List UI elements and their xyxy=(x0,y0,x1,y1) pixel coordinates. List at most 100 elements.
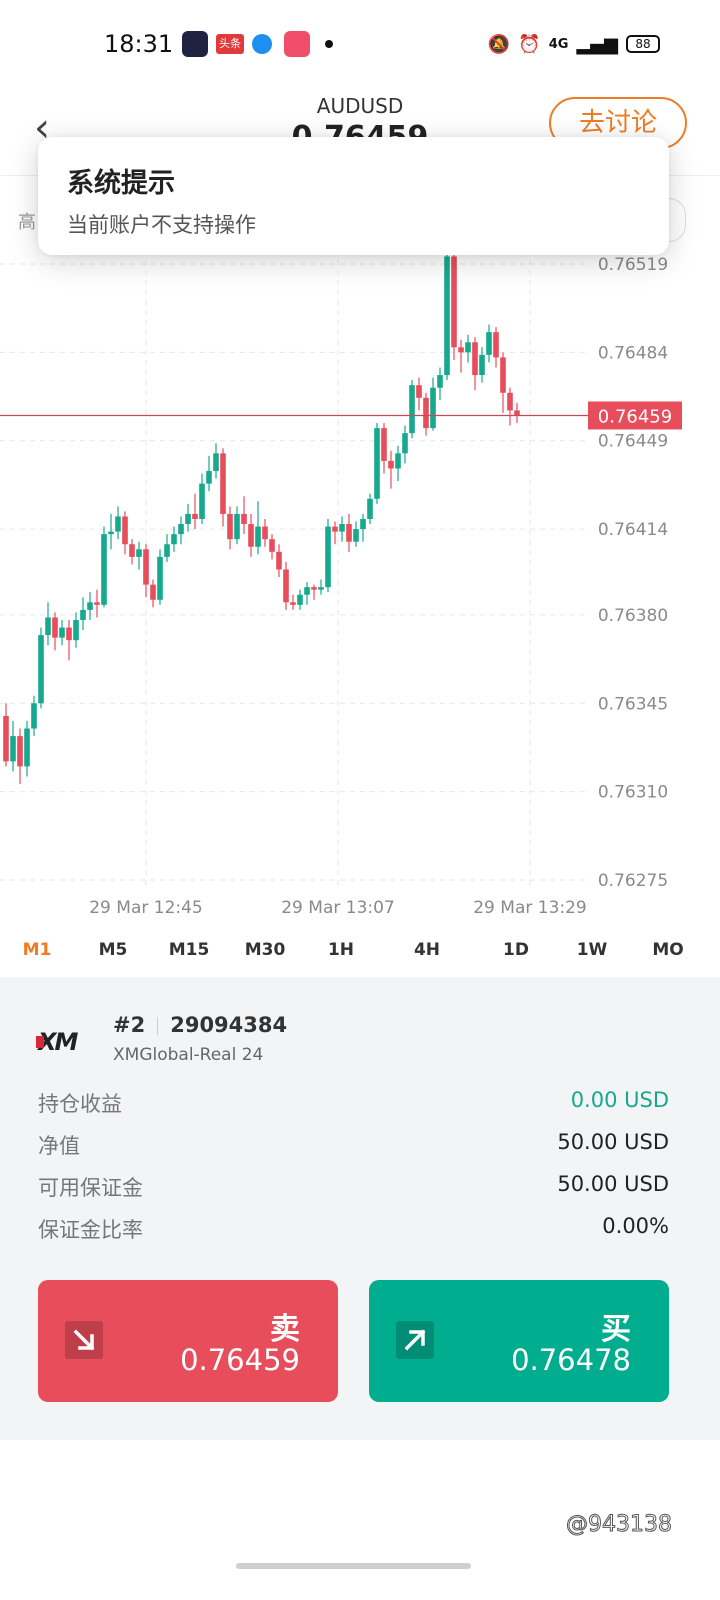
candle-body xyxy=(381,428,387,461)
candle-body xyxy=(220,453,226,514)
candle-body xyxy=(73,619,79,641)
chart-canvas[interactable]: 0.76459 0.76519 0.76484 0.76449 0.76414 0.76… xyxy=(0,240,720,930)
candle xyxy=(486,324,492,363)
candle-body xyxy=(388,460,394,469)
candle-body xyxy=(297,594,303,605)
candle xyxy=(129,539,135,565)
candle xyxy=(430,377,436,431)
candle xyxy=(437,367,443,401)
arrow-up-right-icon xyxy=(396,1321,434,1359)
buy-button[interactable]: 买 0.76478 xyxy=(369,1280,669,1402)
video-notification-icon xyxy=(284,31,310,57)
candle xyxy=(255,501,261,555)
stat-value: 0.00 USD xyxy=(570,1088,669,1112)
home-indicator[interactable] xyxy=(236,1563,471,1569)
candle xyxy=(136,541,142,570)
candle xyxy=(311,584,317,600)
candle-body xyxy=(87,602,93,610)
sell-button[interactable]: 卖 0.76459 xyxy=(38,1280,338,1402)
candle xyxy=(185,503,191,532)
candle xyxy=(150,579,156,608)
candle-body xyxy=(199,483,205,519)
timeframe-m5[interactable]: M5 xyxy=(98,940,128,960)
candle-body xyxy=(444,256,450,376)
candle-body xyxy=(514,410,520,416)
x-tick-label: 29 Mar 12:45 xyxy=(89,898,203,918)
timeframe-1h[interactable]: 1H xyxy=(327,940,355,960)
candle-body xyxy=(318,587,324,590)
y-tick-label: 0.76484 xyxy=(598,343,668,363)
sell-label: 卖 xyxy=(270,1312,300,1347)
timeframe-m15[interactable]: M15 xyxy=(168,940,210,960)
y-tick-label: 0.76310 xyxy=(598,783,668,803)
mute-icon: 🔕 xyxy=(487,33,511,55)
candle xyxy=(227,506,233,550)
timeframe-m1[interactable]: M1 xyxy=(22,940,52,960)
status-time: 18:31 xyxy=(104,30,174,58)
broker-logo: XM xyxy=(36,1028,94,1056)
candle xyxy=(192,493,198,530)
candle-body xyxy=(290,602,296,605)
candle-body xyxy=(402,433,408,454)
candle-body xyxy=(248,524,254,547)
stat-label: 保证金比率 xyxy=(38,1218,143,1242)
candle-body xyxy=(353,529,359,542)
candle-body xyxy=(332,526,338,532)
candle xyxy=(318,579,324,595)
x-tick-label: 29 Mar 13:29 xyxy=(473,898,587,918)
buy-price: 0.76478 xyxy=(511,1343,631,1377)
candle xyxy=(479,347,485,383)
current-price-tag xyxy=(588,401,682,430)
dialog-title: 系统提示 xyxy=(67,168,175,199)
system-alert-dialog[interactable]: 系统提示 当前账户不支持操作 xyxy=(38,137,669,255)
y-tick-label: 0.76519 xyxy=(598,255,668,275)
y-tick-label: 0.76345 xyxy=(598,694,668,714)
candle xyxy=(45,602,51,646)
timeframe-1w[interactable]: 1W xyxy=(576,940,608,960)
candle xyxy=(101,526,107,608)
candle-body xyxy=(423,397,429,429)
candle-body xyxy=(227,513,233,540)
arrow-down-right-icon xyxy=(65,1321,103,1359)
candle xyxy=(94,589,100,618)
candle xyxy=(220,448,226,527)
candlestick-chart[interactable]: 0.76459 0.76519 0.76484 0.76449 0.76414 0.76… xyxy=(0,240,720,930)
browser-notification-icon xyxy=(252,34,272,54)
candle xyxy=(143,544,149,598)
candle xyxy=(367,493,373,525)
candle xyxy=(374,423,380,504)
timeframe-mo[interactable]: MO xyxy=(652,940,684,960)
candle-body xyxy=(213,453,219,472)
candle xyxy=(3,703,9,767)
candle-body xyxy=(17,736,23,767)
candle xyxy=(213,443,219,479)
candle xyxy=(388,450,394,489)
candle-body xyxy=(38,635,44,704)
candle xyxy=(416,377,422,411)
toutiao-notification-icon: 头条 xyxy=(216,34,244,54)
y-tick-label: 0.76275 xyxy=(598,871,668,891)
candle-body xyxy=(66,627,72,641)
candle xyxy=(451,251,457,360)
candle-body xyxy=(255,526,261,547)
candle-body xyxy=(3,715,9,762)
candle xyxy=(164,534,170,562)
candle-body xyxy=(269,539,275,552)
candle-body xyxy=(262,526,268,540)
signal-icon: ▂▄▆ xyxy=(576,33,618,55)
timeframe-4h[interactable]: 4H xyxy=(413,940,441,960)
candle-body xyxy=(430,387,436,429)
stat-label: 净值 xyxy=(38,1134,80,1158)
candle xyxy=(353,521,359,547)
candle-body xyxy=(206,471,212,484)
timeframe-m30[interactable]: M30 xyxy=(244,940,286,960)
timeframe-bar: M1 M5 M15 M30 1H 4H 1D 1W MO xyxy=(0,930,720,976)
candle-body xyxy=(31,703,37,729)
candle-body xyxy=(409,385,415,434)
candle-body xyxy=(360,518,366,530)
candle xyxy=(381,423,387,474)
candle-body xyxy=(171,534,177,545)
candle xyxy=(10,720,16,772)
dialog-message: 当前账户不支持操作 xyxy=(67,213,256,237)
timeframe-1d[interactable]: 1D xyxy=(503,940,529,960)
